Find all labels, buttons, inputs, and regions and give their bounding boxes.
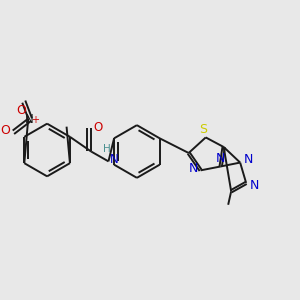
Text: O: O — [0, 124, 10, 137]
Text: S: S — [199, 123, 207, 136]
Text: N: N — [110, 153, 118, 166]
Text: N: N — [244, 153, 253, 166]
Text: +: + — [31, 115, 39, 125]
Text: O: O — [17, 104, 27, 117]
Text: N: N — [216, 152, 225, 165]
Text: N: N — [188, 162, 198, 176]
Text: H: H — [103, 144, 111, 154]
Text: O: O — [93, 121, 102, 134]
Text: N: N — [250, 179, 259, 192]
Text: N: N — [25, 113, 34, 126]
